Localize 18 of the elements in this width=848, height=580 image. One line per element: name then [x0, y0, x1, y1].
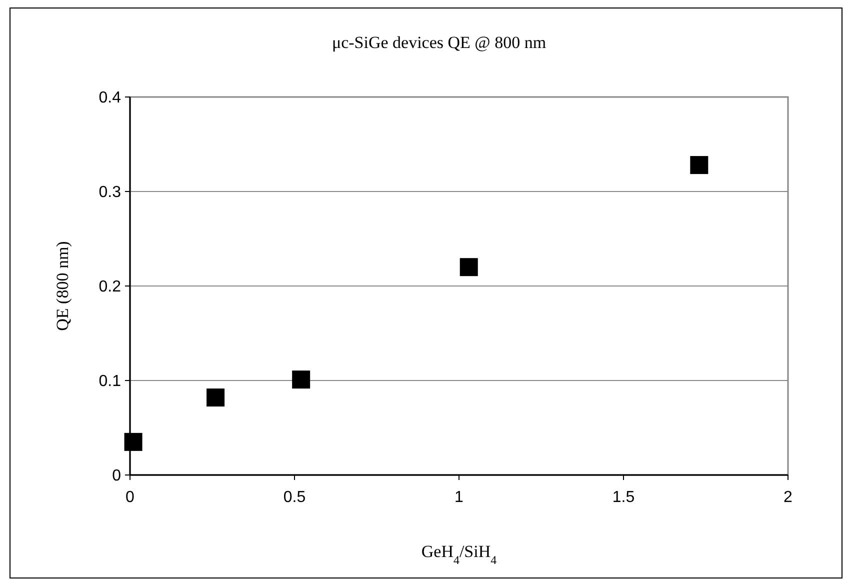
y-tick-label: 0: [112, 468, 122, 485]
x-tick-label: 0.5: [283, 489, 306, 506]
point: [206, 388, 225, 407]
y-axis-title: QE (800 nm): [53, 241, 72, 331]
point: [690, 156, 708, 174]
x-tick-label: 1.5: [612, 489, 635, 506]
y-tick-label: 0.2: [98, 278, 122, 296]
point: [460, 258, 478, 276]
chart-title: μc-SiGe devices QE @ 800 nm: [332, 33, 546, 52]
x-tick-label: 0: [126, 489, 135, 506]
point: [124, 432, 142, 451]
x-axis-title: GeH$_{4}$/SiH$_{4}$: [421, 542, 497, 567]
y-tick-label: 0.3: [98, 184, 122, 202]
y-tick-label: 0.4: [98, 90, 122, 107]
x-tick-label: 1: [454, 489, 464, 506]
point: [292, 370, 310, 389]
x-tick-label: 2: [784, 489, 793, 506]
y-tick-label: 0.1: [98, 373, 122, 390]
